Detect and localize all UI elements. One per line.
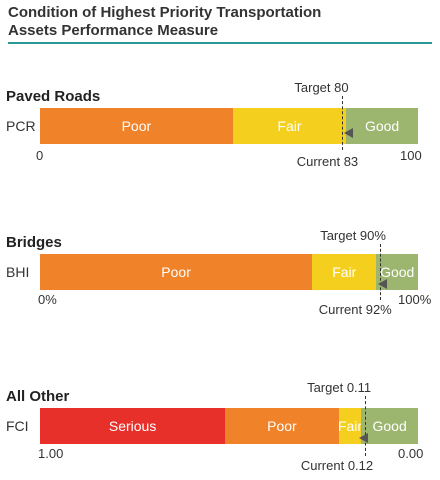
bar-all-other: Serious Poor Fair Good [40,408,418,444]
metric-label-pcr: PCR [6,118,36,134]
target-label-pcr: Target 80 [294,80,349,95]
current-label-bhi: Current 92% [318,302,392,317]
segment-poor: Poor [40,254,313,290]
target-label-fci: Target 0.11 [307,380,372,395]
segment-fair: Fair [312,254,377,290]
bar-bridges: Poor Fair Good [40,254,418,290]
target-line-pcr [342,96,344,150]
current-arrow-fci [358,433,368,443]
axis-min-pcr: 0 [36,148,44,163]
target-line-fci [365,396,367,456]
title-rule [8,42,432,44]
metric-label-bhi: BHI [6,264,30,280]
segment-poor: Poor [40,108,233,144]
metric-label-fci: FCI [6,418,29,434]
bar-paved-roads: Poor Fair Good [40,108,418,144]
target-label-bhi: Target 90% [320,228,386,243]
chart-title-line-1: Condition of Highest Priority Transporta… [8,4,322,21]
segment-fair: Fair [338,408,362,444]
segment-good: Good [361,408,418,444]
target-line-bhi [380,244,382,300]
current-arrow-bhi [377,279,387,289]
axis-max-pcr: 100 [400,148,422,163]
chart-title: Condition of Highest Priority Transporta… [8,4,428,40]
current-label-fci: Current 0.12 [300,458,374,473]
axis-min-fci: 1.00 [38,446,64,461]
segment-fair: Fair [232,108,347,144]
segment-poor: Poor [225,408,339,444]
chart-title-line-2: Assets Performance Measure [8,22,219,39]
segment-serious: Serious [40,408,226,444]
current-arrow-pcr [343,128,353,138]
panel-label-paved-roads: Paved Roads [6,88,101,105]
panel-label-bridges: Bridges [6,234,62,251]
panel-label-all-other: All Other [6,388,70,405]
segment-good: Good [346,108,418,144]
axis-min-bhi: 0% [38,292,57,307]
axis-max-bhi: 100% [398,292,432,307]
current-label-pcr: Current 83 [296,154,359,169]
axis-max-fci: 0.00 [398,446,424,461]
